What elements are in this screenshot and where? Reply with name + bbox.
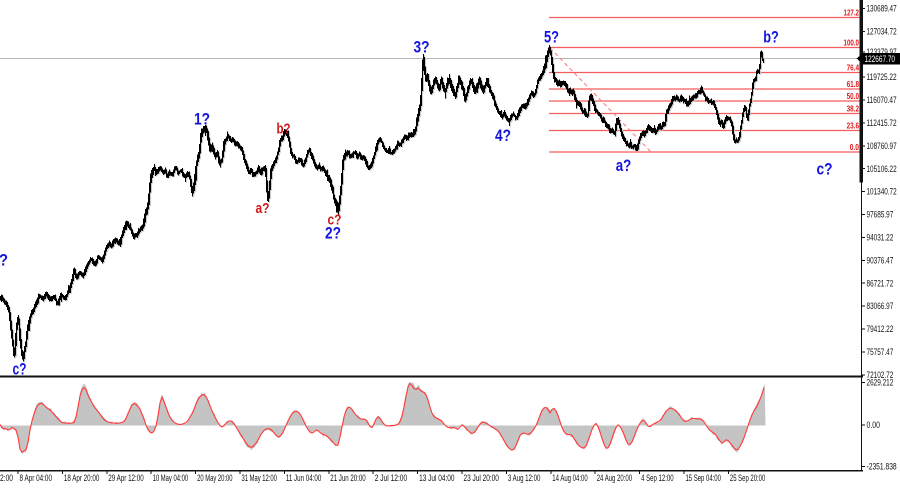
svg-text:8 Apr 04:00: 8 Apr 04:00 [20, 473, 53, 483]
svg-text:127.2: 127.2 [844, 7, 860, 17]
svg-text:1?: 1? [194, 111, 210, 129]
svg-text:10 May 04:00: 10 May 04:00 [153, 473, 188, 483]
svg-text:13 Jul 04:00: 13 Jul 04:00 [419, 473, 454, 483]
svg-text:97685.97: 97685.97 [867, 210, 894, 220]
svg-text:11 Jun 04:00: 11 Jun 04:00 [286, 473, 321, 483]
svg-text:a?: a? [256, 201, 270, 217]
svg-text:c?: c? [13, 361, 27, 379]
svg-text:14 Aug 04:00: 14 Aug 04:00 [552, 473, 587, 483]
svg-text:105106.22: 105106.22 [867, 164, 897, 174]
svg-text:21 Jun 20:00: 21 Jun 20:00 [330, 473, 365, 483]
svg-text:122667.70: 122667.70 [865, 54, 896, 64]
svg-text:b?: b? [277, 122, 291, 138]
svg-text:18 Apr 20:00: 18 Apr 20:00 [64, 473, 99, 483]
svg-text:4 Sep 12:00: 4 Sep 12:00 [641, 473, 674, 483]
svg-text:5?: 5? [544, 29, 559, 47]
svg-text:119725.22: 119725.22 [867, 72, 897, 82]
svg-text:31 May 12:00: 31 May 12:00 [242, 473, 277, 483]
svg-text:25 Sep 20:00: 25 Sep 20:00 [730, 473, 765, 483]
svg-text:130689.47: 130689.47 [867, 4, 897, 14]
svg-text:23.6: 23.6 [847, 120, 860, 130]
svg-text:123379.97: 123379.97 [867, 47, 897, 57]
svg-text:127034.72: 127034.72 [867, 26, 897, 36]
svg-text:86721.72: 86721.72 [867, 278, 894, 288]
svg-text:2?: 2? [325, 225, 341, 243]
svg-text:?: ? [0, 252, 8, 270]
svg-text:112415.72: 112415.72 [867, 118, 897, 128]
svg-text:101340.72: 101340.72 [867, 187, 897, 197]
svg-text:50.0: 50.0 [847, 91, 860, 101]
svg-text:15 Sep 04:00: 15 Sep 04:00 [686, 473, 721, 483]
svg-text:-2351.838: -2351.838 [867, 462, 897, 472]
svg-text:3?: 3? [414, 39, 430, 57]
svg-text:2 Jul 12:00: 2 Jul 12:00 [375, 473, 408, 483]
svg-text:116070.47: 116070.47 [867, 95, 897, 105]
svg-text:38.2: 38.2 [847, 103, 860, 113]
svg-text:b?: b? [763, 29, 779, 47]
svg-text:2629.212: 2629.212 [867, 378, 894, 388]
svg-text:90376.47: 90376.47 [867, 255, 894, 265]
svg-text:20 May 20:00: 20 May 20:00 [197, 473, 232, 483]
svg-text:4?: 4? [495, 127, 511, 145]
svg-text:a?: a? [616, 157, 632, 175]
svg-text:108760.97: 108760.97 [867, 141, 897, 151]
svg-text:79412.22: 79412.22 [867, 324, 894, 334]
svg-text:61.8: 61.8 [847, 79, 860, 89]
svg-text:100.0: 100.0 [844, 37, 860, 47]
svg-text:94031.22: 94031.22 [867, 233, 894, 243]
svg-text:0.0: 0.0 [850, 142, 860, 152]
svg-text:75757.47: 75757.47 [867, 347, 894, 357]
svg-text:23 Jul 20:00: 23 Jul 20:00 [464, 473, 499, 483]
svg-text:29 Apr 12:00: 29 Apr 12:00 [108, 473, 143, 483]
svg-text:c?: c? [817, 161, 833, 179]
svg-text:83066.97: 83066.97 [867, 301, 894, 311]
svg-text:3 Aug 12:00: 3 Aug 12:00 [508, 473, 541, 483]
svg-text:76.4: 76.4 [847, 62, 860, 72]
svg-text:2:00: 2:00 [0, 473, 13, 483]
svg-text:24 Aug 20:00: 24 Aug 20:00 [597, 473, 632, 483]
svg-text:0.00: 0.00 [867, 420, 880, 430]
svg-text:c?: c? [328, 213, 342, 229]
svg-text:72102.72: 72102.72 [867, 370, 894, 380]
